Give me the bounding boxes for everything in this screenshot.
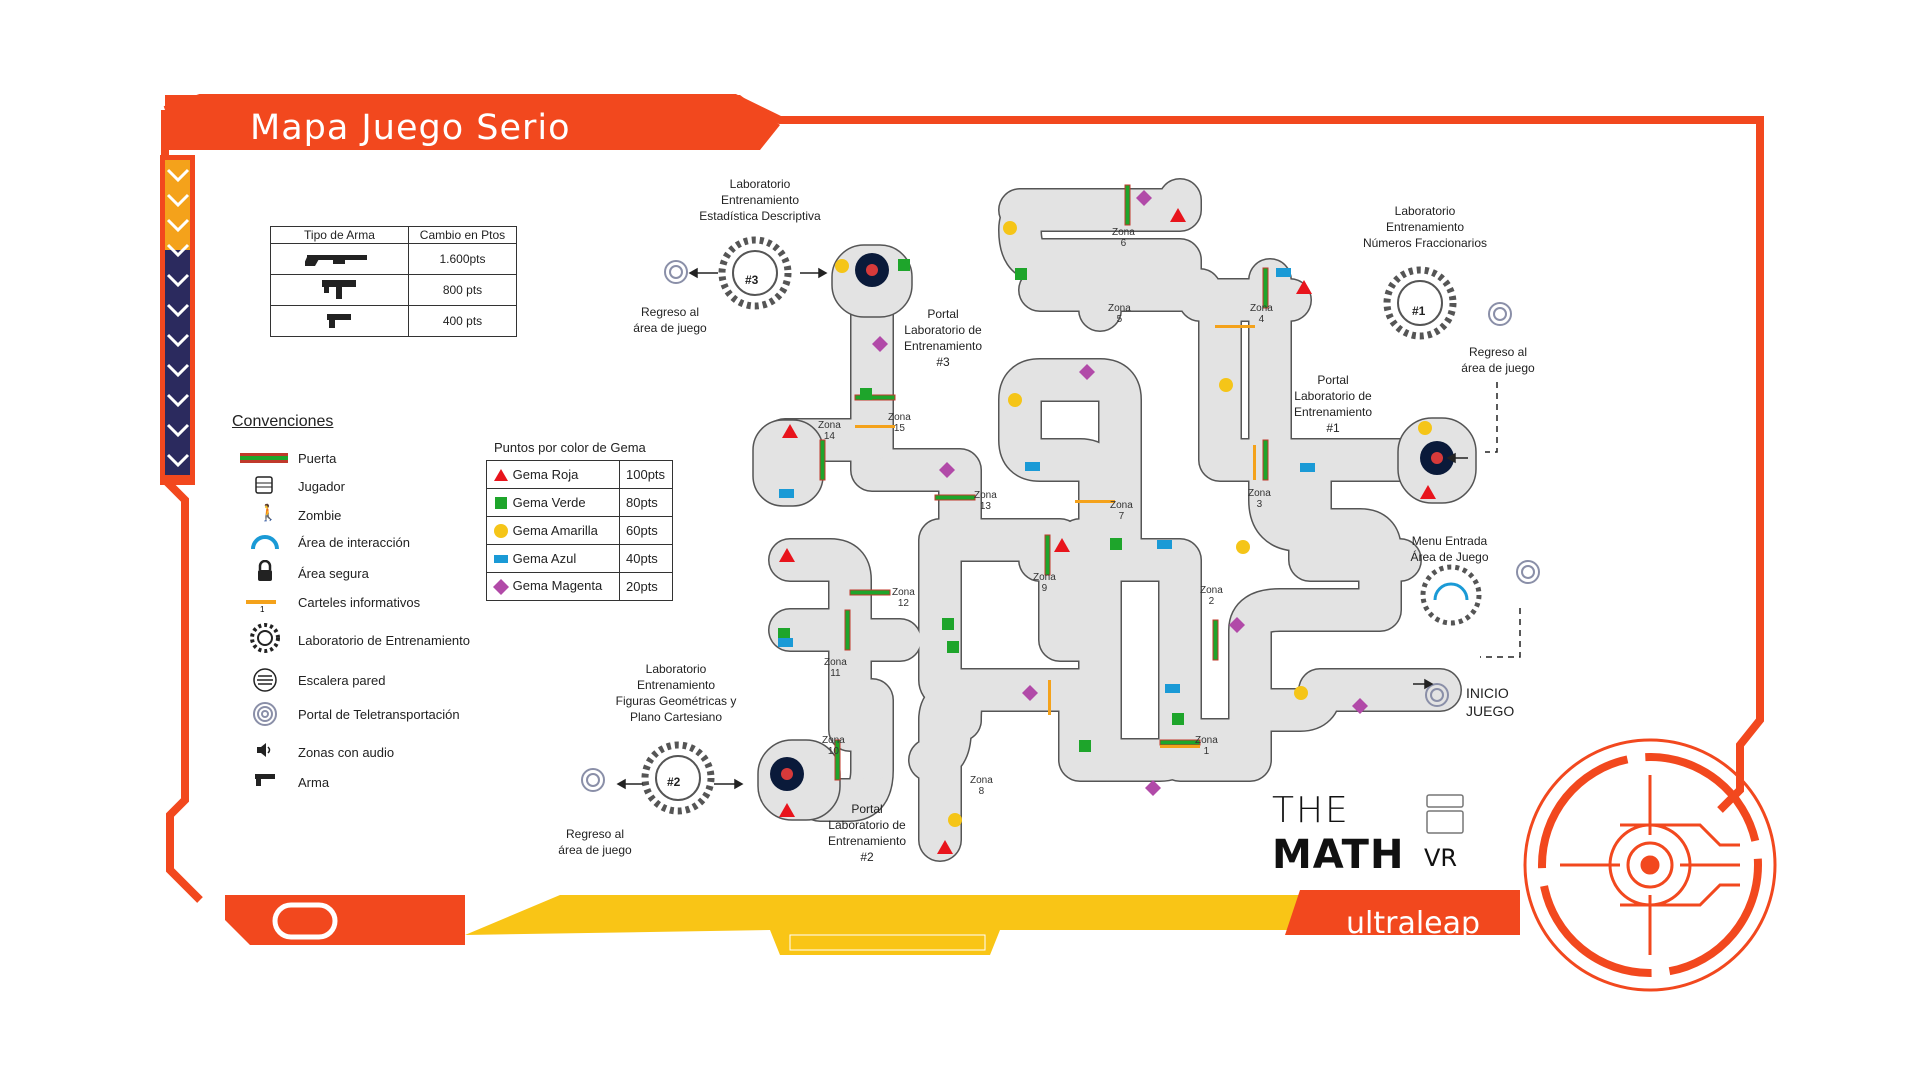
- lab2-label: Laboratorio Entrenamiento Figuras Geomét…: [615, 662, 737, 724]
- legend-label: Zonas con audio: [298, 745, 395, 760]
- teleport-portal-icon: [581, 260, 1540, 792]
- zone-label: Zona 3: [1248, 488, 1271, 510]
- gem-points: 20pts: [619, 572, 673, 601]
- training-lab-2: [641, 741, 715, 815]
- weapon-table: Tipo de Arma Cambio en Ptos 1.600pts 800…: [270, 226, 517, 337]
- zone-label: Zona 11: [824, 657, 847, 679]
- legend-label: Área segura: [298, 566, 369, 581]
- zone-label: Zona 12: [892, 587, 915, 609]
- lab2-number: #2: [667, 775, 681, 789]
- gem-name: Gema Roja: [512, 466, 579, 482]
- gem-name: Gema Amarilla: [512, 522, 598, 538]
- lab3-label: Laboratorio Entrenamiento Estadística De…: [699, 177, 821, 223]
- player-icon: [255, 476, 273, 494]
- zone-label: Zona 6: [1112, 227, 1135, 249]
- zone-label: Zona 14: [818, 420, 841, 442]
- portal-1: [1420, 441, 1454, 475]
- legend-label: Escalera pared: [298, 673, 386, 688]
- chevron-column: [165, 160, 190, 475]
- portal3-label: Portal Laboratorio de Entrenamiento #3: [903, 307, 983, 369]
- training-lab-icon: [250, 623, 280, 653]
- vr-headset-icon: [1426, 794, 1464, 834]
- interaction-area-icon: [251, 535, 279, 550]
- start-game-label: INICIO JUEGO: [1466, 685, 1515, 719]
- gem-table-title: Puntos por color de Gema: [494, 440, 646, 455]
- zone-label: Zona 9: [1033, 572, 1056, 594]
- lab1-label: Laboratorio Entrenamiento Números Fracci…: [1362, 204, 1488, 250]
- yellow-circle-gem-icon: [494, 524, 508, 539]
- zone-label: Zona 2: [1200, 585, 1223, 607]
- conventions-title: Convenciones: [232, 413, 334, 430]
- teleport-portal-icon: [253, 702, 277, 726]
- return-label: Regreso al área de juego: [633, 305, 707, 335]
- wall-ladder-icon: [253, 668, 277, 692]
- legend-label: Laboratorio de Entrenamiento: [298, 633, 471, 648]
- points-change-header: Cambio en Ptos: [408, 226, 517, 244]
- info-sign-icon: 1: [246, 600, 276, 612]
- audio-icon: [257, 743, 271, 757]
- page-title: Mapa Juego Serio: [250, 108, 571, 148]
- green-square-gem-icon: [495, 497, 507, 510]
- gem-name: Gema Magenta: [512, 578, 603, 594]
- legend-label: Arma: [298, 775, 330, 790]
- svg-text:1: 1: [260, 605, 265, 612]
- legend-label: Zombie: [298, 508, 342, 523]
- lab3-number: #3: [745, 273, 759, 287]
- legend-label: Jugador: [298, 479, 345, 494]
- portal-3: [855, 253, 889, 287]
- zone-label: Zona 10: [822, 735, 845, 757]
- zone-label: Zona 4: [1250, 303, 1273, 325]
- zone-label: Zona 13: [974, 490, 997, 512]
- lab1-number: #1: [1412, 304, 1426, 318]
- info-signs: [855, 325, 1256, 748]
- zone-label: Zona 1: [1195, 735, 1218, 757]
- pistol-icon: [270, 305, 409, 337]
- blue-rect-gem-icon: [494, 555, 508, 564]
- training-lab-1: [1383, 266, 1457, 340]
- gem-points: 40pts: [619, 544, 673, 573]
- lock-icon: [258, 560, 272, 581]
- door-icon: [240, 453, 288, 463]
- training-lab-3: [718, 236, 792, 310]
- ultraleap-logo: ultraleap: [1346, 906, 1481, 941]
- crosshair-icon: [1523, 738, 1777, 992]
- zone-label: Zona 5: [1108, 303, 1131, 325]
- return-label: Regreso al área de juego: [1461, 345, 1535, 375]
- themath-logo-math: MATH: [1272, 832, 1405, 878]
- zone-label: Zona 8: [970, 775, 993, 797]
- legend-label: Portal de Teletransportación: [298, 707, 460, 722]
- map-gems: [778, 190, 1436, 854]
- return-label: Regreso al área de juego: [558, 827, 632, 857]
- portal2-label: Portal Laboratorio de Entrenamiento #2: [827, 802, 907, 864]
- menu-entry-label: Menu Entrada Área de Juego: [1410, 534, 1489, 564]
- zone-label: Zona 7: [1110, 500, 1133, 522]
- portal1-label: Portal Laboratorio de Entrenamiento #1: [1293, 373, 1373, 435]
- portal-2: [770, 757, 804, 791]
- gem-name: Gema Verde: [512, 494, 586, 510]
- weapon-points: 400 pts: [408, 305, 517, 337]
- themath-logo-vr: VR: [1424, 844, 1458, 872]
- legend-label: Puerta: [298, 451, 337, 466]
- legend-label: Carteles informativos: [298, 595, 421, 610]
- doors: [819, 184, 1269, 781]
- menu-entry: [1420, 564, 1482, 626]
- gun-icon: [255, 774, 275, 786]
- weapon-points: 1.600pts: [408, 243, 517, 275]
- zombie-icon: 🚶: [258, 505, 278, 522]
- gem-table: Gema Roja 100pts Gema Verde 80pts Gema Ama…: [486, 460, 673, 601]
- zone-label: Zona 15: [888, 412, 911, 434]
- legend-label: Área de interacción: [298, 535, 411, 550]
- themath-logo-the: THE: [1272, 790, 1350, 831]
- magenta-diamond-gem-icon: [493, 578, 509, 595]
- gem-name: Gema Azul: [512, 550, 577, 566]
- red-triangle-gem-icon: [494, 469, 508, 482]
